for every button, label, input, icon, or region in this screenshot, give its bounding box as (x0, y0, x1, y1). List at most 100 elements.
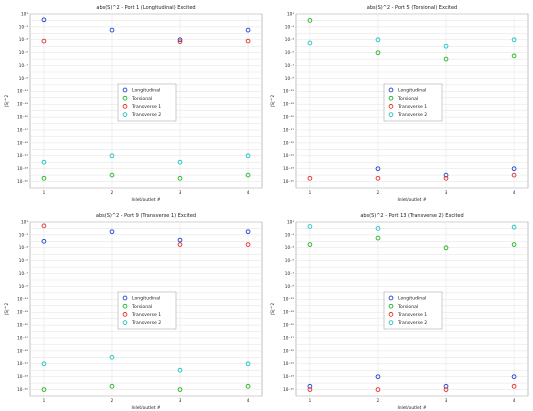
x-tick-label: 2 (111, 190, 114, 195)
y-tick-label: 10⁻¹⁵ (17, 323, 28, 328)
y-tick-label: 10⁻²⁵ (17, 387, 28, 392)
data-point-transverse-1 (177, 242, 183, 247)
legend-entry-torsional: Torsional (397, 96, 418, 102)
x-tick-label: 3 (445, 190, 448, 195)
legend-box (383, 83, 443, 122)
y-tick-label: 10⁻⁵ (285, 258, 295, 263)
legend-marker (122, 320, 128, 325)
y-tick-label: 10⁻¹³ (283, 102, 294, 107)
data-point-longitudinal (443, 383, 449, 389)
data-point-transverse-1 (443, 175, 449, 181)
x-tick-label: 2 (377, 190, 380, 195)
data-point-transverse-1 (177, 39, 183, 45)
y-tick-label: 10⁻²⁵ (283, 387, 294, 392)
y-tick-label: 10⁻¹⁵ (17, 115, 28, 120)
y-axis-label: |S|^2 (4, 95, 10, 107)
x-tick-label: 1 (43, 190, 46, 195)
chart-title: abs(S)^2 - Port 13 (Transverse 2) Excite… (360, 213, 463, 219)
legend-entry-longitudinal: Longitudinal (398, 296, 426, 302)
data-point-transverse-1 (307, 387, 313, 392)
legend-entry-transverse-1: Transverse 1 (131, 104, 161, 110)
legend-marker (388, 303, 394, 309)
data-point-longitudinal (109, 27, 115, 33)
data-point-longitudinal (443, 172, 449, 178)
y-tick-label: 10⁻²³ (17, 166, 28, 171)
legend-marker (388, 112, 394, 117)
x-tick-label: 1 (43, 398, 46, 403)
data-point-transverse-2 (245, 361, 251, 367)
legend-entry-transverse-1: Transverse 1 (397, 104, 427, 110)
y-tick-label: 10⁻²⁵ (17, 179, 28, 184)
x-tick-label: 2 (111, 398, 114, 403)
x-tick-label: 2 (377, 398, 380, 403)
data-point-transverse-1 (511, 172, 517, 178)
x-tick-label: 4 (513, 190, 516, 195)
x-tick-label: 4 (247, 398, 250, 403)
data-point-torsional (375, 50, 381, 56)
y-tick-label: 10⁻⁷ (285, 271, 295, 276)
x-tick-label: 3 (179, 398, 182, 403)
legend-marker (388, 312, 394, 317)
data-point-torsional (307, 18, 313, 23)
data-point-transverse-2 (109, 153, 115, 159)
y-tick-label: 10⁻¹⁹ (17, 348, 28, 353)
data-point-longitudinal (375, 374, 381, 380)
data-point-transverse-2 (41, 361, 47, 367)
x-axis-label: Inlet/outlet # (131, 197, 160, 203)
legend-entry-transverse-1: Transverse 1 (397, 312, 427, 318)
chart-panel-1: 10⁻²⁵ 10⁻²³ 10⁻²¹ 10⁻¹⁹ 10⁻¹⁷ 10⁻¹⁵ 10⁻¹³ 10⁻¹¹… (4, 5, 263, 203)
data-point-torsional (177, 387, 183, 392)
data-point-transverse-2 (109, 354, 115, 360)
y-tick-label: 10⁻¹ (285, 24, 295, 29)
legend-box (117, 291, 177, 330)
y-tick-label: 10⁻²¹ (17, 361, 28, 366)
data-point-longitudinal (41, 238, 47, 244)
data-point-transverse-2 (177, 367, 183, 373)
data-point-torsional (443, 56, 449, 62)
legend-box (383, 291, 443, 330)
data-point-transverse-2 (307, 224, 313, 229)
data-point-transverse-2 (375, 37, 381, 43)
chart-title: abs(S)^2 - Port 5 (Torsional) Excited (367, 5, 457, 11)
y-tick-label: 10⁻²³ (283, 166, 294, 171)
y-tick-label: 10⁻⁵ (19, 50, 29, 55)
y-tick-label: 10⁻¹³ (17, 310, 28, 315)
y-tick-label: 10⁻⁵ (285, 50, 295, 55)
data-point-longitudinal (109, 229, 115, 235)
y-tick-label: 10⁻⁹ (285, 76, 295, 81)
data-point-torsional (245, 172, 251, 178)
data-point-torsional (307, 242, 313, 247)
data-point-longitudinal (245, 27, 251, 33)
y-tick-label: 10⁻³ (285, 245, 295, 250)
y-tick-label: 10¹ (287, 219, 294, 224)
x-tick-label: 3 (179, 190, 182, 195)
y-tick-label: 10⁻¹ (19, 24, 29, 29)
data-point-longitudinal (375, 166, 381, 172)
y-tick-label: 10⁻²³ (17, 374, 28, 379)
y-tick-label: 10⁻⁵ (19, 258, 29, 263)
chart-panel-4: 10⁻²⁵ 10⁻²³ 10⁻²¹ 10⁻¹⁹ 10⁻¹⁷ 10⁻¹⁵ 10⁻¹³ 10⁻¹¹… (270, 213, 529, 411)
y-tick-label: 10⁻¹¹ (17, 89, 28, 94)
y-tick-label: 10⁻³ (19, 245, 29, 250)
data-point-transverse-2 (307, 40, 313, 46)
legend-marker (122, 312, 128, 317)
chart-panel-2: 10⁻²⁵ 10⁻²³ 10⁻²¹ 10⁻¹⁹ 10⁻¹⁷ 10⁻¹⁵ 10⁻¹³ 10⁻¹¹… (270, 5, 529, 203)
legend-marker (388, 87, 394, 93)
chart-title: abs(S)^2 - Port 9 (Transverse 1) Excited (96, 213, 196, 219)
legend-entry-longitudinal: Longitudinal (132, 88, 160, 94)
x-axis-label: Inlet/outlet # (131, 405, 160, 411)
data-point-transverse-1 (245, 242, 251, 247)
y-tick-label: 10⁻¹¹ (283, 89, 294, 94)
x-tick-label: 1 (309, 398, 312, 403)
legend-marker (388, 95, 394, 101)
data-point-transverse-2 (511, 224, 517, 230)
y-tick-label: 10⁻¹³ (283, 310, 294, 315)
legend-marker (122, 104, 128, 109)
data-point-torsional (41, 175, 47, 181)
y-tick-label: 10⁻³ (19, 37, 29, 42)
data-point-transverse-2 (177, 159, 183, 165)
data-point-transverse-1 (443, 387, 449, 392)
y-tick-label: 10⁻⁷ (19, 271, 29, 276)
legend-entry-transverse-1: Transverse 1 (131, 312, 161, 318)
data-point-longitudinal (511, 374, 517, 380)
